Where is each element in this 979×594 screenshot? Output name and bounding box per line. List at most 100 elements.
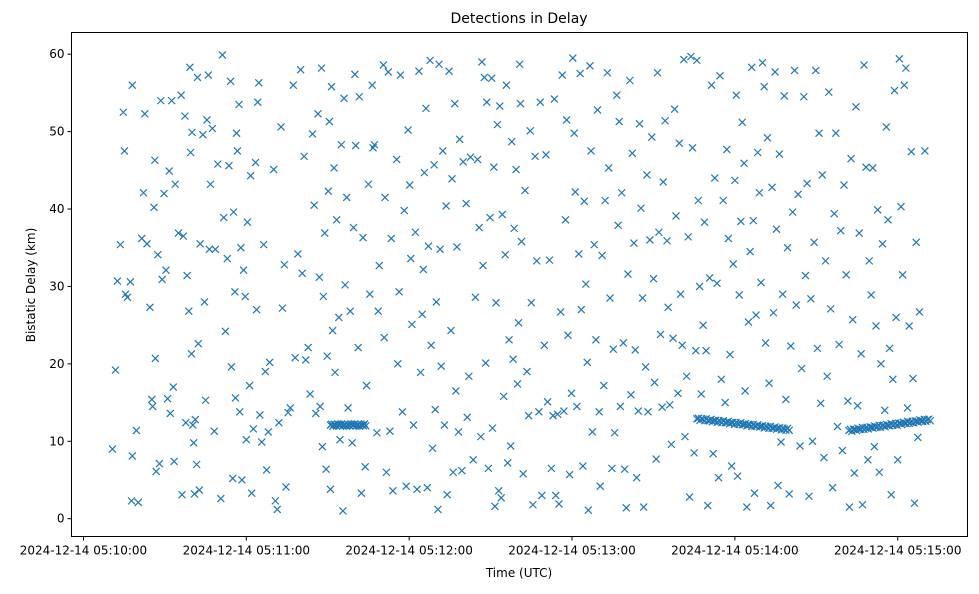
data-point <box>505 335 513 344</box>
data-point <box>678 341 687 350</box>
data-point <box>501 250 510 259</box>
data-point <box>529 500 537 509</box>
data-point <box>607 464 616 473</box>
data-point <box>824 88 833 97</box>
data-point <box>387 234 396 243</box>
data-point <box>402 482 411 491</box>
data-point <box>233 147 242 155</box>
data-point <box>236 243 245 252</box>
data-point <box>379 61 388 69</box>
data-point <box>388 486 397 495</box>
data-point <box>455 135 464 144</box>
data-point <box>445 67 453 76</box>
data-point <box>346 307 355 316</box>
data-point <box>330 164 338 172</box>
data-point <box>160 189 168 198</box>
data-point <box>339 507 347 515</box>
data-point <box>612 91 621 100</box>
x-axis-label: Time (UTC) <box>485 566 552 580</box>
data-point <box>858 500 867 509</box>
data-point <box>536 98 545 107</box>
data-point <box>624 270 632 278</box>
data-point <box>738 118 747 127</box>
data-point <box>150 203 158 212</box>
data-point <box>269 165 278 174</box>
data-point <box>880 406 889 415</box>
data-point <box>631 345 640 354</box>
data-point <box>428 444 437 453</box>
data-point <box>438 147 447 155</box>
data-point <box>374 307 383 316</box>
data-point <box>213 160 222 169</box>
data-point <box>758 58 767 67</box>
data-point <box>875 468 884 477</box>
data-point <box>315 273 324 282</box>
data-point <box>392 155 401 164</box>
data-point <box>815 129 823 138</box>
data-point <box>381 193 389 202</box>
data-point <box>606 294 614 302</box>
data-point <box>763 133 772 142</box>
data-point <box>843 397 852 405</box>
data-point <box>912 238 921 247</box>
y-tick-label: 40 <box>49 202 64 216</box>
data-point <box>487 74 496 83</box>
data-point <box>523 367 531 376</box>
data-point <box>150 156 159 165</box>
data-point <box>146 303 154 312</box>
data-point <box>156 96 165 105</box>
data-point <box>656 330 665 339</box>
data-point <box>466 153 475 162</box>
data-point <box>495 102 504 110</box>
data-point <box>808 437 817 446</box>
data-point <box>796 441 804 450</box>
data-point <box>469 455 478 464</box>
data-point <box>208 124 217 133</box>
data-point <box>897 202 905 211</box>
data-point <box>813 344 822 353</box>
data-point <box>325 117 334 126</box>
data-point <box>860 61 869 69</box>
data-point <box>494 486 503 495</box>
data-point <box>226 77 235 86</box>
data-point <box>905 321 914 330</box>
data-point <box>242 435 251 444</box>
data-point <box>181 112 189 121</box>
data-point <box>816 399 825 408</box>
data-point <box>534 407 543 416</box>
data-point <box>451 387 460 395</box>
data-point <box>769 308 778 317</box>
data-point <box>163 394 172 403</box>
data-point <box>289 81 298 90</box>
data-point <box>492 298 500 307</box>
data-point <box>311 409 320 418</box>
data-point <box>588 428 597 436</box>
data-point <box>532 256 541 265</box>
data-point <box>484 464 493 473</box>
data-point <box>561 215 570 224</box>
data-point <box>842 270 851 279</box>
data-point <box>586 61 594 70</box>
data-point <box>457 466 466 475</box>
data-point <box>550 95 559 104</box>
data-point <box>681 432 689 441</box>
data-point <box>341 280 350 289</box>
data-point <box>741 387 750 395</box>
data-point <box>658 403 667 412</box>
data-point <box>895 54 904 63</box>
data-point <box>735 291 744 299</box>
data-point <box>364 180 373 189</box>
data-point <box>774 481 782 490</box>
data-point <box>753 148 762 157</box>
data-point <box>111 366 120 374</box>
data-point <box>293 249 302 258</box>
data-point <box>361 462 370 471</box>
data-point <box>431 405 440 414</box>
data-point <box>139 188 148 197</box>
chart-title: Detections in Delay <box>450 11 587 27</box>
data-point <box>840 181 848 189</box>
data-point <box>570 129 579 138</box>
y-tick-label: 0 <box>57 512 65 526</box>
data-point <box>211 245 220 254</box>
data-point <box>158 275 167 284</box>
